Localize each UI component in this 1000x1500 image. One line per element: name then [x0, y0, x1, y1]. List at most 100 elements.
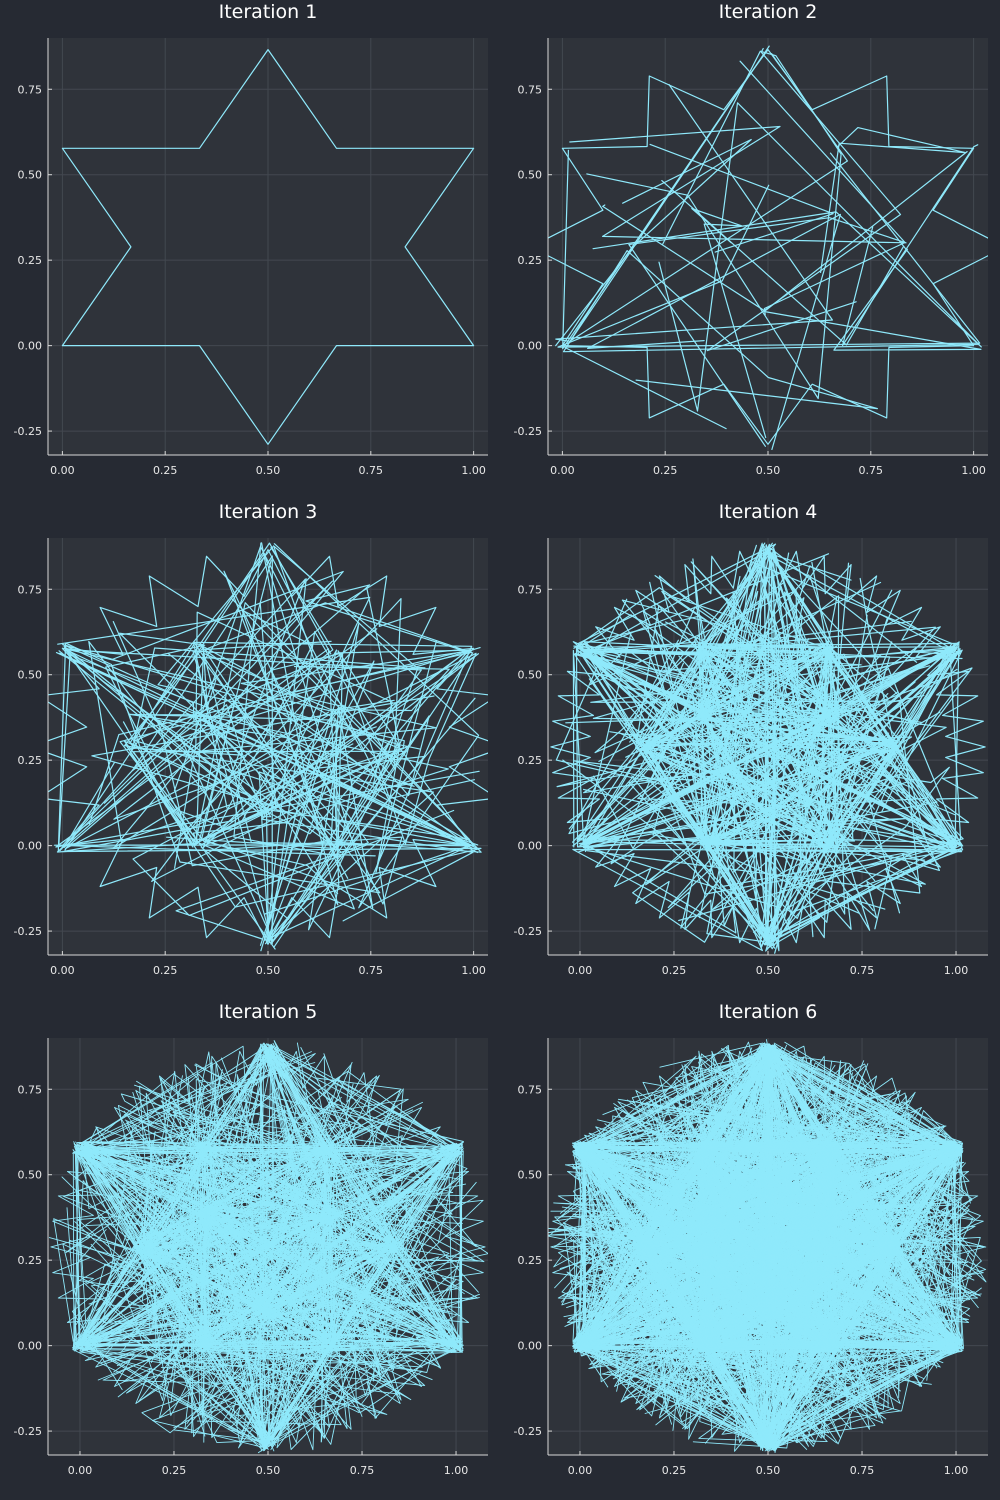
series-line — [74, 1062, 401, 1352]
x-tick-label: 1.00 — [461, 464, 486, 477]
y-tick-label: 0.00 — [518, 1340, 543, 1353]
series-line — [580, 1144, 905, 1352]
x-tick-label: 0.00 — [550, 464, 575, 477]
x-tick-label: 0.50 — [756, 1464, 781, 1477]
x-tick-label: 0.75 — [850, 1464, 875, 1477]
series-line — [129, 652, 450, 845]
series-line — [212, 1207, 332, 1351]
series-line — [574, 1154, 901, 1376]
series-line — [578, 550, 958, 846]
series-line — [61, 1152, 245, 1347]
series-line — [700, 632, 962, 939]
series-line — [562, 250, 980, 410]
series-line — [754, 1052, 970, 1396]
series-line — [129, 542, 470, 842]
series-line — [132, 1150, 247, 1303]
series-group — [548, 45, 988, 450]
series-line — [583, 597, 805, 829]
series-line — [197, 587, 477, 845]
series-line — [561, 1052, 960, 1352]
x-tick-label: 0.75 — [359, 464, 384, 477]
series-line — [83, 1149, 459, 1347]
series-line — [579, 1213, 967, 1451]
series-line — [668, 594, 835, 816]
series-line — [576, 544, 757, 841]
series-line — [88, 643, 469, 825]
series-line — [665, 621, 846, 915]
series-line — [635, 554, 806, 805]
series-line — [182, 1204, 464, 1351]
series-line — [197, 1316, 342, 1426]
series-line — [575, 1151, 743, 1244]
series-line — [171, 598, 402, 943]
series-line — [831, 1137, 876, 1377]
series-line — [120, 1136, 294, 1354]
series-line — [652, 1209, 853, 1450]
series-line — [592, 1214, 839, 1442]
series-line — [174, 611, 393, 869]
series-line — [80, 1051, 450, 1348]
x-tick-label: 0.25 — [662, 964, 687, 977]
series-line — [655, 1055, 849, 1390]
y-tick-label: 0.00 — [18, 1340, 43, 1353]
series-line — [123, 1053, 316, 1154]
series-line — [61, 49, 475, 445]
y-tick-label: 0.25 — [18, 754, 43, 767]
series-line — [568, 639, 895, 835]
y-tick-label: -0.25 — [514, 925, 542, 938]
y-tick-label: 0.50 — [18, 669, 43, 682]
series-line — [576, 1150, 766, 1320]
series-line — [102, 1244, 393, 1434]
y-tick-label: 0.50 — [18, 1169, 43, 1182]
x-tick-label: 0.00 — [68, 1464, 93, 1477]
series-group — [550, 542, 986, 954]
series-line — [57, 580, 371, 818]
series-line — [112, 621, 330, 867]
chart-panel-6: Iteration 6 0.00 0.25 0.50 0.75 1.00 -0.25 0.00… — [514, 1001, 988, 1477]
series-line — [582, 651, 963, 660]
series-group — [48, 1040, 488, 1454]
series-line — [578, 1148, 954, 1363]
x-tick-label: 0.25 — [162, 1464, 187, 1477]
series-group — [48, 542, 488, 952]
y-tick-label: 0.00 — [518, 840, 543, 853]
x-tick-label: 0.50 — [256, 964, 281, 977]
y-tick-label: 0.50 — [518, 1169, 543, 1182]
series-line — [206, 1214, 417, 1454]
series-line — [635, 1134, 908, 1306]
series-line — [80, 1149, 451, 1417]
series-line — [84, 1055, 270, 1348]
series-line — [579, 1091, 972, 1348]
series-line — [75, 1144, 384, 1352]
series-line — [574, 1047, 902, 1385]
series-line — [77, 1121, 436, 1447]
series-line — [706, 47, 902, 352]
series-line — [56, 679, 337, 853]
series-line — [645, 1149, 961, 1350]
series-line — [643, 1136, 863, 1250]
series-line — [59, 652, 474, 849]
series-line — [576, 1144, 841, 1340]
series-line — [601, 1130, 835, 1447]
series-line — [842, 144, 979, 346]
series-line — [75, 1152, 463, 1448]
series-line — [617, 1114, 955, 1451]
y-tick-label: 0.00 — [518, 340, 543, 353]
chart-panel-4: Iteration 4 0.00 0.25 0.50 0.75 1.00 -0.25 0.00… — [514, 501, 988, 977]
x-tick-label: 0.00 — [50, 464, 75, 477]
series-line — [750, 561, 955, 841]
series-line — [648, 548, 767, 934]
series-line — [75, 1144, 458, 1343]
series-line — [612, 1149, 895, 1412]
series-line — [555, 138, 752, 347]
series-line — [73, 1144, 335, 1425]
y-tick-label: 0.75 — [518, 83, 543, 96]
series-line — [708, 547, 918, 849]
series-line — [768, 1163, 957, 1442]
chart-panel-5: Iteration 5 0.00 0.25 0.50 0.75 1.00 -0.25 0.00… — [14, 1001, 488, 1477]
series-line — [97, 1339, 456, 1381]
panel-title: Iteration 2 — [719, 1, 818, 23]
series-line — [579, 1247, 930, 1399]
series-line — [233, 542, 343, 858]
y-tick-label: 0.00 — [18, 840, 43, 853]
